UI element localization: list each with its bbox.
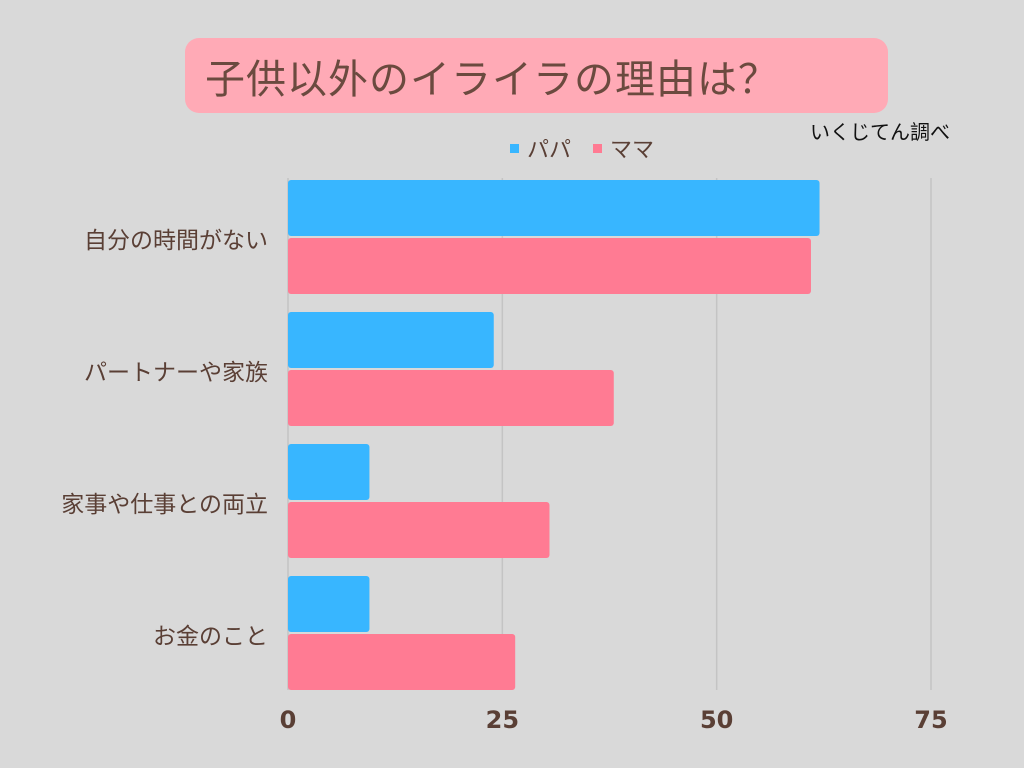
- category-label: 自分の時間がない: [84, 228, 268, 254]
- legend: パパ ママ: [510, 132, 676, 164]
- legend-item-mama: ママ: [593, 132, 654, 164]
- bar-papa: [288, 312, 494, 368]
- category-label: お金のこと: [153, 624, 268, 650]
- chart-title: 子供以外のイライラの理由は？: [205, 56, 779, 103]
- x-tick-label: 0: [280, 706, 297, 734]
- category-label: パートナーや家族: [84, 360, 268, 386]
- x-tick-label: 25: [486, 706, 519, 734]
- legend-swatch-papa: [510, 143, 519, 153]
- bar-mama: [288, 634, 516, 690]
- legend-label-papa: パパ: [527, 138, 572, 163]
- title-banner: 子供以外のイライラの理由は？: [185, 38, 888, 113]
- legend-label-mama: ママ: [610, 138, 655, 163]
- bar-mama: [288, 502, 550, 558]
- bar-papa: [288, 444, 370, 500]
- legend-swatch-mama: [593, 143, 603, 153]
- source-note: いくじてん調べ: [810, 120, 950, 144]
- bar-mama: [288, 238, 811, 294]
- x-tick-label: 50: [700, 706, 733, 734]
- x-tick-label: 75: [914, 706, 947, 734]
- bar-papa: [288, 180, 820, 236]
- legend-item-papa: パパ: [510, 132, 571, 164]
- bar-mama: [288, 370, 614, 426]
- category-label: 家事や仕事との両立: [61, 492, 268, 518]
- bar-papa: [288, 576, 370, 632]
